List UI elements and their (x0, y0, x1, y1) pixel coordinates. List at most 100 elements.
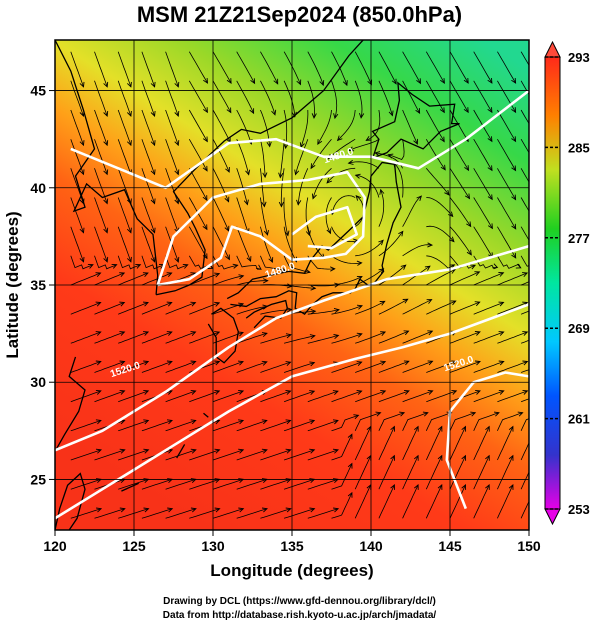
streamline (118, 361, 149, 373)
streamline (94, 80, 108, 117)
streamline-arrow (214, 507, 221, 513)
streamline (473, 80, 493, 113)
streamline-arrow (333, 507, 340, 513)
streamline (317, 109, 332, 145)
streamline-arrow (174, 198, 180, 205)
streamline-arrow (439, 136, 445, 143)
streamline (520, 418, 529, 431)
streamline (70, 390, 101, 403)
streamline (236, 332, 268, 344)
streamline (236, 51, 255, 84)
streamline-arrow (261, 419, 268, 425)
streamline-arrow (203, 77, 209, 84)
streamline (236, 226, 251, 262)
streamline-arrow (271, 109, 277, 116)
streamline-arrow (374, 151, 381, 157)
streamline (355, 268, 384, 286)
streamline (325, 197, 332, 234)
streamline-arrow (355, 195, 362, 201)
streamline-arrow (375, 411, 382, 417)
streamline (497, 302, 528, 315)
streamline-arrow (380, 360, 387, 366)
streamline-arrow (95, 419, 102, 425)
streamline (307, 51, 324, 86)
streamline (189, 449, 220, 461)
streamline (497, 226, 517, 259)
streamline (378, 455, 395, 490)
streamline-arrow (95, 389, 102, 395)
streamline-arrow (466, 249, 472, 256)
streamline (307, 420, 339, 432)
streamline-arrow (426, 299, 433, 304)
streamline (331, 195, 356, 215)
streamline (188, 109, 208, 142)
streamline (141, 420, 173, 432)
streamline-arrow (416, 78, 422, 85)
streamline (348, 161, 380, 169)
streamline (520, 168, 529, 183)
streamline-arrow (310, 308, 317, 315)
streamline (284, 284, 316, 289)
streamline-arrow (461, 425, 467, 432)
streamline-arrow (224, 225, 230, 232)
streamline (260, 226, 273, 263)
streamline-arrow (119, 301, 126, 307)
streamline (260, 309, 292, 315)
streamline-arrow (317, 139, 323, 145)
streamline-arrow (332, 419, 339, 425)
streamline-arrow (388, 110, 394, 117)
streamline-arrow (474, 301, 481, 307)
streamline (378, 189, 385, 227)
streamline (497, 426, 514, 461)
streamline (141, 302, 172, 315)
streamline (260, 139, 266, 178)
streamline-arrow (353, 414, 360, 420)
streamline-arrow (511, 136, 517, 143)
streamline (449, 80, 469, 113)
streamline-arrow (379, 300, 386, 306)
streamline (449, 301, 480, 315)
colorbar-tick-label: 293 (568, 50, 590, 65)
streamline-arrow (263, 230, 269, 236)
footer-credit-data: Data from http://database.rish.kyoto-u.a… (162, 610, 437, 621)
streamline-arrow (539, 264, 544, 268)
streamline (425, 426, 443, 461)
streamline (473, 331, 504, 344)
streamline (497, 484, 514, 519)
colorbar-tick-label: 269 (568, 321, 590, 336)
streamline (497, 80, 516, 113)
streamline (449, 138, 469, 171)
streamline (307, 478, 339, 490)
streamline-arrow (487, 194, 493, 201)
streamline (260, 197, 268, 235)
streamline-arrow (103, 140, 109, 147)
streamline (117, 80, 132, 117)
streamline (283, 390, 315, 403)
streamline-arrow (444, 189, 450, 196)
streamline-arrow (535, 136, 539, 141)
streamline (188, 168, 208, 201)
streamline (378, 298, 408, 315)
streamline (520, 51, 529, 67)
streamline-arrow (522, 389, 529, 395)
streamline-arrow (285, 361, 292, 367)
streamline (117, 139, 132, 175)
colorbar: 253 261 269 277 285 293 (544, 40, 590, 526)
streamline-arrow (150, 198, 156, 205)
streamline (331, 51, 348, 86)
streamline (497, 390, 528, 403)
streamline-arrow (103, 110, 109, 117)
streamline (165, 109, 179, 146)
streamline (402, 360, 433, 373)
footer-credit-dcl: Drawing by DCL (https://www.gfd-dennou.o… (163, 596, 436, 607)
streamline-arrow (226, 78, 232, 85)
streamline (305, 197, 310, 236)
streamline-arrow (511, 223, 517, 230)
streamline (354, 412, 381, 431)
streamline-arrow (463, 107, 469, 114)
streamline (260, 51, 279, 84)
streamline (141, 478, 173, 490)
streamline (426, 390, 457, 403)
streamline-arrow (79, 169, 85, 176)
streamline-arrow (487, 77, 493, 84)
